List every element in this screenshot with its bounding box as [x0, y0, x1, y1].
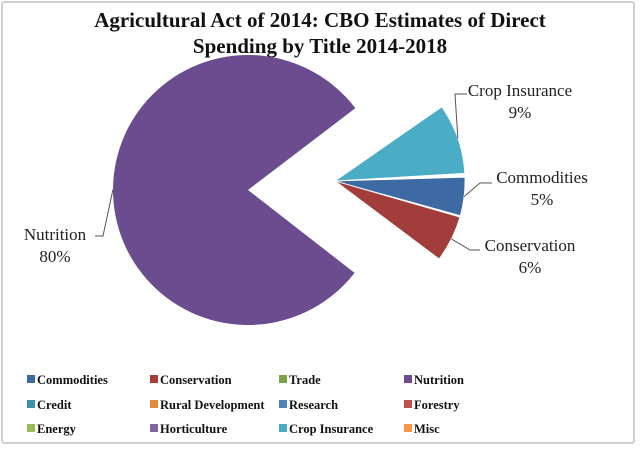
legend-swatch [27, 400, 35, 408]
slice-trade [334, 180, 439, 262]
slice-commodities [334, 176, 466, 217]
legend-item-crop-insurance: Crop Insurance [279, 422, 374, 436]
legend-item-conservation: Conservation [150, 373, 232, 387]
slice-nutrition [112, 54, 356, 326]
legend-label: Credit [37, 398, 72, 412]
leader-line-conservation [451, 238, 480, 251]
data-label-value-commodities: 5% [531, 190, 554, 209]
legend-swatch [27, 424, 35, 432]
legend-item-research: Research [279, 398, 338, 412]
legend-label: Research [289, 398, 338, 412]
legend-swatch [404, 400, 412, 408]
legend-label: Crop Insurance [289, 422, 374, 436]
legend-label: Forestry [414, 398, 460, 412]
legend-item-credit: Credit [27, 398, 72, 412]
data-label-value-crop-insurance: 9% [509, 103, 532, 122]
data-label-name-crop-insurance: Crop Insurance [468, 81, 572, 100]
legend-label: Commodities [37, 373, 108, 387]
legend-label: Horticulture [160, 422, 228, 436]
legend-swatch [27, 375, 35, 383]
data-label-value-conservation: 6% [519, 258, 542, 277]
legend-item-rural-development: Rural Development [150, 398, 265, 412]
legend-swatch [404, 375, 412, 383]
slice-crop-insurance [333, 106, 466, 182]
leader-line-commodities [463, 182, 492, 197]
slice-misc [334, 174, 466, 182]
legend-label: Rural Development [160, 398, 265, 412]
legend-item-commodities: Commodities [27, 373, 108, 387]
slice-conservation [334, 180, 461, 260]
legend-swatch [279, 375, 287, 383]
legend-item-energy: Energy [27, 422, 77, 436]
legend-item-trade: Trade [279, 373, 321, 387]
legend-swatch [279, 424, 287, 432]
chart-frame [1, 1, 635, 444]
legend-item-forestry: Forestry [404, 398, 460, 412]
legend-label: Trade [289, 373, 321, 387]
legend-label: Nutrition [414, 373, 464, 387]
leader-line-nutrition [95, 189, 114, 237]
legend-label: Misc [414, 422, 440, 436]
data-label-value-nutrition: 80% [39, 247, 70, 266]
legend-swatch [150, 424, 158, 432]
legend-item-nutrition: Nutrition [404, 373, 464, 387]
legend-label: Conservation [160, 373, 232, 387]
data-label-name-nutrition: Nutrition [24, 225, 87, 244]
leader-line-crop-insurance [454, 93, 467, 139]
chart-title-line-2: Spending by Title 2014-2018 [193, 34, 447, 58]
legend-label: Energy [37, 422, 77, 436]
data-label-name-conservation: Conservation [485, 236, 576, 255]
legend-swatch [279, 400, 287, 408]
chart-title-line-1: Agricultural Act of 2014: CBO Estimates … [94, 8, 546, 32]
data-label-name-commodities: Commodities [496, 168, 588, 187]
legend-swatch [150, 400, 158, 408]
legend-swatch [404, 424, 412, 432]
legend-item-misc: Misc [404, 422, 440, 436]
legend-item-horticulture: Horticulture [150, 422, 228, 436]
legend-swatch [150, 375, 158, 383]
